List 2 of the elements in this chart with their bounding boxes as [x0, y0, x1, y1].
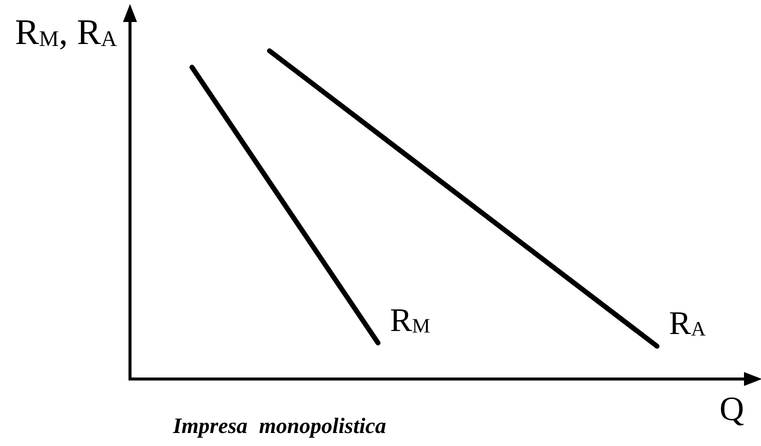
x-axis-title: Q — [719, 391, 744, 428]
text: Impresa monopolistica — [173, 413, 386, 438]
